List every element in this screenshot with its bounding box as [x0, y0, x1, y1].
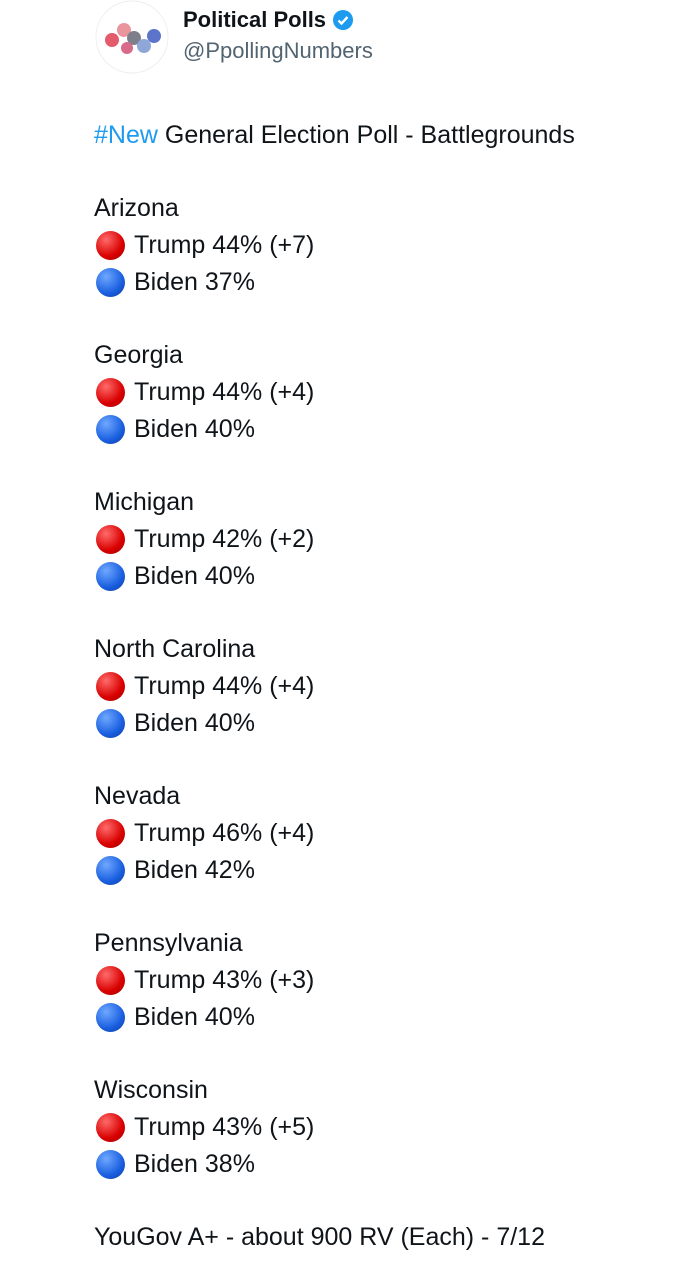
blue-circle: [96, 268, 125, 297]
biden-result: Biden 40%: [134, 562, 255, 590]
headline-row: #New General Election Poll - Battlegroun…: [94, 120, 575, 150]
blue-circle: [96, 1150, 125, 1179]
biden-result: Biden 40%: [134, 1003, 255, 1031]
biden-result: Biden 40%: [134, 415, 255, 443]
red-circle: [96, 672, 125, 701]
author-name-row[interactable]: Political Polls: [183, 7, 354, 33]
trump-result: Trump 46% (+4): [134, 819, 315, 847]
biden-result: Biden 40%: [134, 709, 255, 737]
biden-result: Biden 42%: [134, 856, 255, 884]
state-name: Georgia: [94, 341, 183, 369]
trump-result: Trump 43% (+5): [134, 1113, 315, 1141]
state-name: Michigan: [94, 488, 195, 516]
red-circle: [96, 231, 125, 260]
blue-circle: [96, 415, 125, 444]
trump-result: Trump 42% (+2): [134, 525, 315, 553]
trump-result: Trump 44% (+4): [134, 672, 315, 700]
trump-result: Trump 44% (+4): [134, 378, 315, 406]
state-name: Pennsylvania: [94, 929, 243, 957]
red-circle: [96, 378, 125, 407]
state-name: Wisconsin: [94, 1076, 208, 1104]
author-handle[interactable]: @PpollingNumbers: [183, 38, 373, 63]
trump-result: Trump 43% (+3): [134, 966, 315, 994]
blue-circle: [96, 709, 125, 738]
red-circle: [96, 1113, 125, 1142]
state-name: North Carolina: [94, 635, 256, 663]
red-circle: [96, 819, 125, 848]
blue-circle: [96, 562, 125, 591]
blue-circle: [96, 1003, 125, 1032]
verified-badge: [333, 10, 354, 30]
blue-circle: [96, 856, 125, 885]
state-name: Nevada: [94, 782, 181, 810]
hashtag[interactable]: #New: [94, 121, 158, 149]
trump-result: Trump 44% (+7): [134, 231, 315, 259]
author-name[interactable]: Political Polls: [183, 7, 327, 32]
footer: YouGov A+ - about 900 RV (Each) - 7/12: [94, 1223, 545, 1251]
biden-result: Biden 38%: [134, 1150, 255, 1178]
headline: General Election Poll - Battlegrounds: [164, 121, 575, 149]
red-circle: [96, 525, 125, 554]
avatar[interactable]: [94, 0, 170, 76]
red-circle: [96, 966, 125, 995]
biden-result: Biden 37%: [134, 268, 255, 296]
state-name: Arizona: [94, 194, 179, 222]
